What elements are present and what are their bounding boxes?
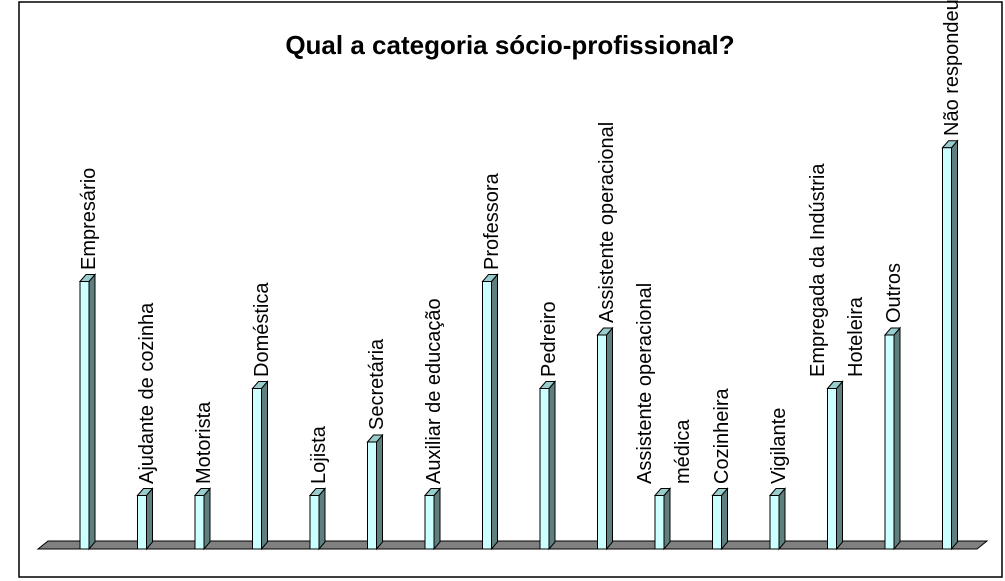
category-label: Secretária <box>365 338 388 430</box>
bar-side <box>433 487 441 551</box>
category-label: Empregada da Indústria Hoteleira <box>806 163 867 377</box>
bar-side <box>548 380 556 551</box>
bar <box>884 334 895 550</box>
bar <box>539 388 550 550</box>
category-label: Auxiliar de educação <box>423 297 445 484</box>
bar-side <box>606 326 613 551</box>
category-label: Pedreiro <box>538 300 560 377</box>
bar <box>194 495 205 550</box>
bar <box>654 495 665 550</box>
category-label: Assistente operacional médica <box>634 282 694 484</box>
chart-title: Qual a categoria sócio-profissional? <box>285 30 735 60</box>
bar <box>482 281 492 550</box>
bar-side <box>836 380 843 551</box>
category-label: Lojista <box>308 425 330 484</box>
bar-side <box>146 487 153 551</box>
bar <box>137 495 147 550</box>
bar <box>252 388 262 550</box>
category-label: Motorista <box>193 401 215 484</box>
bar <box>712 495 722 550</box>
bar-side <box>663 487 671 551</box>
bar <box>79 281 90 550</box>
bar-side <box>491 273 498 551</box>
floor <box>36 540 989 550</box>
bar-side <box>88 273 96 551</box>
category-label: Vigilante <box>768 407 790 484</box>
bar <box>309 495 320 550</box>
bar-side <box>721 487 728 551</box>
category-label: Ajudante de cozinha <box>135 302 158 484</box>
bar-side <box>778 487 786 551</box>
category-label: Outros <box>883 262 905 323</box>
bar-side <box>318 487 326 551</box>
bar <box>827 388 837 550</box>
category-label: Assistente operacional <box>595 121 618 323</box>
bar <box>942 147 952 550</box>
category-label: Empresário <box>78 167 100 270</box>
category-label: Professora <box>480 172 503 270</box>
bar <box>769 495 780 550</box>
bar <box>367 441 377 550</box>
bar-side <box>203 487 211 551</box>
bar-side <box>893 326 901 551</box>
bar-side <box>261 380 268 551</box>
category-label: Doméstica <box>250 282 273 377</box>
category-label: Não respondeu <box>940 0 963 136</box>
category-label: Cozinheira <box>710 387 733 484</box>
bar-side <box>951 139 958 551</box>
bar-side <box>376 433 383 551</box>
bar <box>597 334 607 550</box>
bar <box>424 495 435 550</box>
